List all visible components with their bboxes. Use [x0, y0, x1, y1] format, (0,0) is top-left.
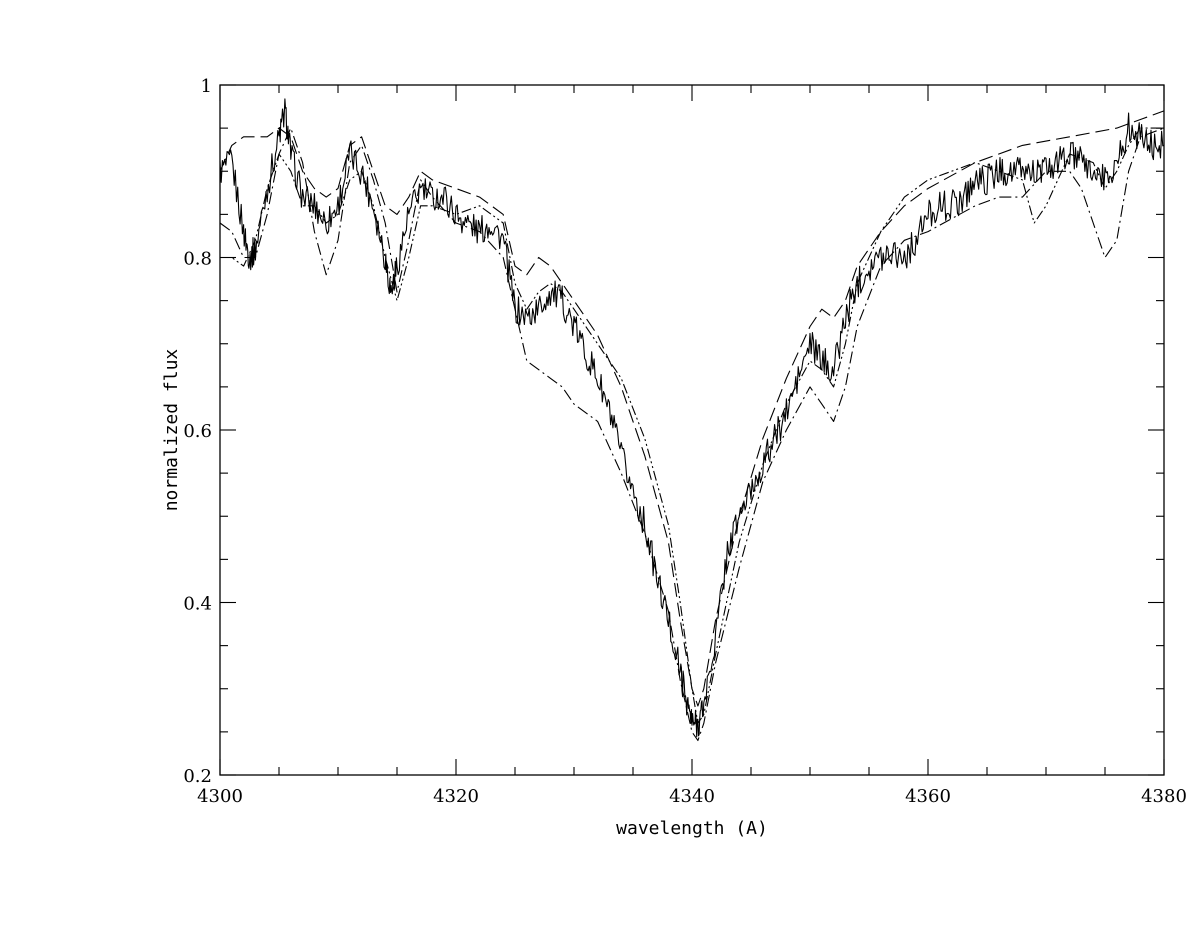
y-tick-label: 1 [201, 76, 212, 97]
series-line-long-dash [219, 110, 1165, 707]
plot-frame [219, 84, 1165, 776]
x-tick-label: 4300 [197, 786, 243, 807]
x-tick-label: 4340 [669, 786, 715, 807]
x-axis-label: wavelength (A) [616, 818, 768, 839]
series-line-dash-dot [219, 127, 1165, 742]
x-tick-label: 4380 [1141, 786, 1187, 807]
y-tick-label: 0.2 [183, 766, 212, 787]
y-tick-label: 0.4 [183, 594, 212, 615]
x-tick-label: 4320 [433, 786, 479, 807]
series-layer [219, 98, 1165, 742]
tick-label-layer: 4300 4320 4340 4360 4380 0.2 0.4 0.6 0.8 1 [183, 76, 1187, 807]
y-tick-label: 0.6 [183, 421, 212, 442]
tick-layer [219, 84, 1165, 776]
y-tick-label: 0.8 [183, 249, 212, 270]
y-axis-label: normalized flux [161, 349, 182, 512]
x-tick-label: 4360 [905, 786, 951, 807]
series-line-solid-observed [219, 98, 1165, 738]
series-line-dash-dot-dot [220, 127, 1164, 724]
